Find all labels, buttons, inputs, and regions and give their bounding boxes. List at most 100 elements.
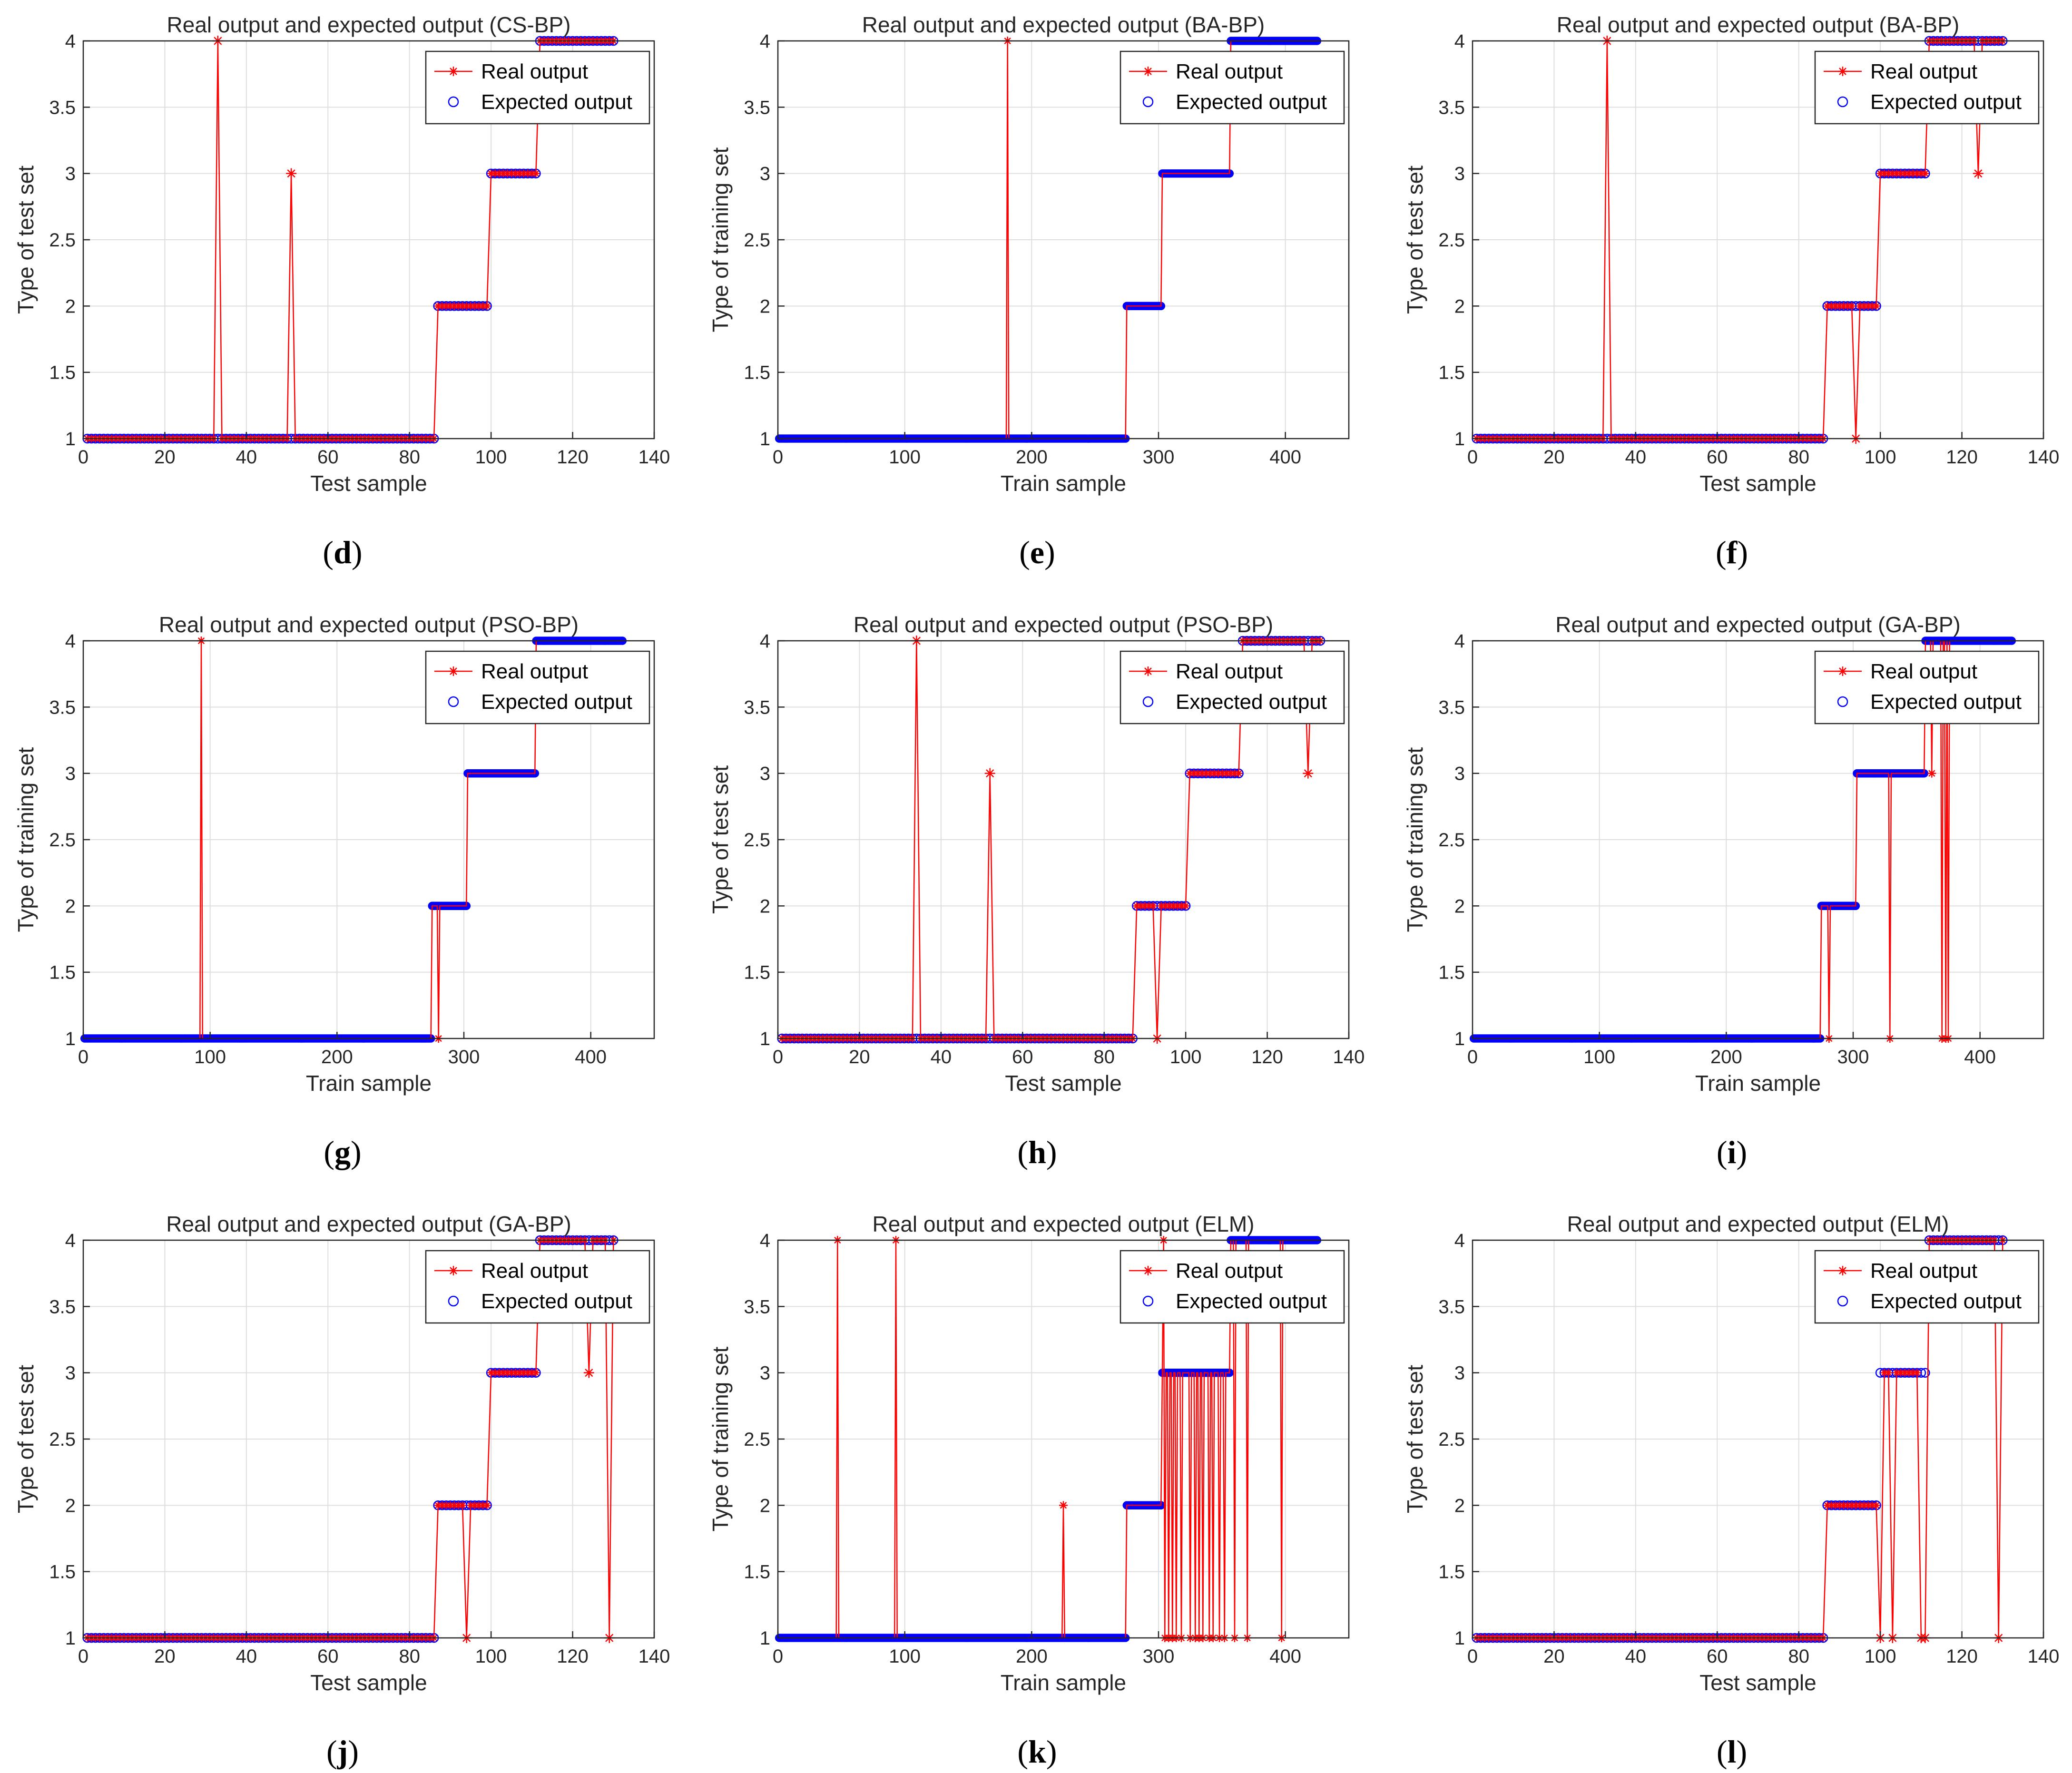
y-tick-label: 1.5 (744, 1562, 770, 1583)
real-point (1973, 168, 1984, 179)
y-tick-label: 3 (65, 764, 76, 784)
caption-close: ) (1736, 1134, 1747, 1170)
legend-box (1119, 650, 1345, 725)
legend: Real output Expected output (1814, 1250, 2040, 1324)
expected-point (1920, 1368, 1930, 1378)
legend-real-label: Real output (1176, 660, 1283, 683)
real-point (434, 1501, 442, 1509)
caption-open: ( (323, 534, 334, 570)
real-point (528, 169, 536, 177)
y-tick-label: 2.5 (744, 830, 770, 851)
y-tick-label: 3.5 (744, 697, 770, 718)
real-point (446, 1501, 454, 1509)
legend: Real output Expected output (425, 50, 650, 125)
y-tick-label: 4 (760, 31, 770, 52)
legend-expected-label: Expected output (1176, 90, 1327, 114)
chart-panel-f: 0 20 40 60 80 100 120 140 1 1.5 2 2.5 3 3.5 4 Real outp… (1403, 12, 2059, 570)
caption-letter: d (334, 534, 352, 570)
legend-real-label: Real output (1870, 1259, 1977, 1283)
caption-close: ) (351, 1134, 362, 1170)
caption-letter: i (1728, 1134, 1737, 1170)
real-point (1905, 169, 1913, 177)
y-tick-label: 1.5 (49, 962, 76, 983)
legend-expected-swatch (448, 1295, 459, 1307)
y-tick-label: 1.5 (744, 962, 770, 983)
x-tick-label: 60 (317, 1646, 339, 1667)
real-point (1868, 1501, 1876, 1509)
y-tick-label: 2 (760, 896, 770, 917)
real-point (442, 1501, 450, 1509)
y-tick-label: 2 (1454, 1495, 1465, 1516)
x-tick-label: 140 (2028, 1646, 2060, 1667)
real-point (499, 169, 507, 177)
real-point (1864, 302, 1872, 310)
x-tick-label: 0 (78, 1646, 88, 1667)
legend-real-label: Real output (481, 660, 588, 683)
real-point (1206, 769, 1214, 777)
y-tick-label: 2 (760, 296, 770, 317)
x-tick-label: 120 (1946, 1646, 1978, 1667)
x-tick-label: 400 (1269, 447, 1301, 468)
real-point (1137, 902, 1145, 910)
legend-real-label: Real output (481, 1259, 588, 1283)
real-point (491, 169, 499, 177)
x-tick-label: 40 (236, 1646, 257, 1667)
real-point (495, 1369, 503, 1377)
real-point (1190, 769, 1198, 777)
x-tick-label: 60 (1707, 1646, 1728, 1667)
caption-close: ) (352, 534, 363, 570)
caption-open: ( (1017, 1134, 1028, 1170)
y-tick-label: 4 (1454, 31, 1465, 52)
caption-open: ( (1017, 1734, 1028, 1770)
legend-box (1814, 1250, 2040, 1324)
y-tick-label: 3.5 (49, 97, 76, 118)
y-tick-label: 1.5 (49, 1562, 76, 1583)
legend: Real output Expected output (1119, 650, 1345, 725)
legend-real-label: Real output (1870, 60, 1977, 83)
y-tick-label: 3 (65, 1363, 76, 1384)
x-tick-label: 80 (399, 1646, 420, 1667)
caption-open: ( (326, 1734, 337, 1770)
y-tick-label: 4 (65, 631, 76, 652)
caption-letter: g (334, 1134, 351, 1170)
y-axis-label: Type of training set (708, 1346, 733, 1531)
caption-open: ( (1019, 534, 1030, 570)
chart-title: Real output and expected output (PSO-BP) (159, 612, 579, 637)
real-point (1848, 302, 1856, 310)
chart-title: Real output and expected output (ELM) (1567, 1212, 1949, 1236)
legend-real-label: Real output (1870, 660, 1977, 683)
caption-letter: f (1727, 534, 1738, 570)
legend-box (1119, 1250, 1345, 1324)
real-point (1303, 768, 1314, 779)
panel-caption: (i) (1717, 1134, 1747, 1170)
real-point (583, 1367, 594, 1378)
legend-expected-label: Expected output (1176, 690, 1327, 714)
real-point (516, 1369, 524, 1377)
real-point (524, 1369, 532, 1377)
real-point (511, 1369, 520, 1377)
real-point (1823, 302, 1831, 310)
x-tick-label: 100 (1865, 1646, 1896, 1667)
real-point (1856, 1501, 1864, 1509)
y-tick-label: 3.5 (1438, 97, 1465, 118)
real-point (1836, 302, 1844, 310)
y-tick-label: 4 (760, 1230, 770, 1251)
y-tick-label: 2.5 (49, 230, 76, 251)
y-axis-label: Type of training set (708, 147, 733, 332)
x-tick-label: 100 (1170, 1047, 1202, 1068)
legend: Real output Expected output (1814, 50, 2040, 125)
y-tick-label: 3.5 (744, 1296, 770, 1317)
x-tick-label: 200 (1016, 1646, 1048, 1667)
y-tick-label: 2 (65, 296, 76, 317)
real-point (1194, 769, 1202, 777)
x-axis-label: Test sample (1005, 1071, 1121, 1096)
caption-letter: k (1028, 1734, 1046, 1770)
legend-expected-swatch (1142, 696, 1154, 707)
y-tick-label: 3 (760, 164, 770, 185)
x-tick-label: 40 (236, 447, 257, 468)
caption-letter: e (1030, 534, 1044, 570)
x-tick-label: 0 (1467, 447, 1478, 468)
real-point (286, 168, 297, 179)
real-point (1143, 1266, 1153, 1275)
